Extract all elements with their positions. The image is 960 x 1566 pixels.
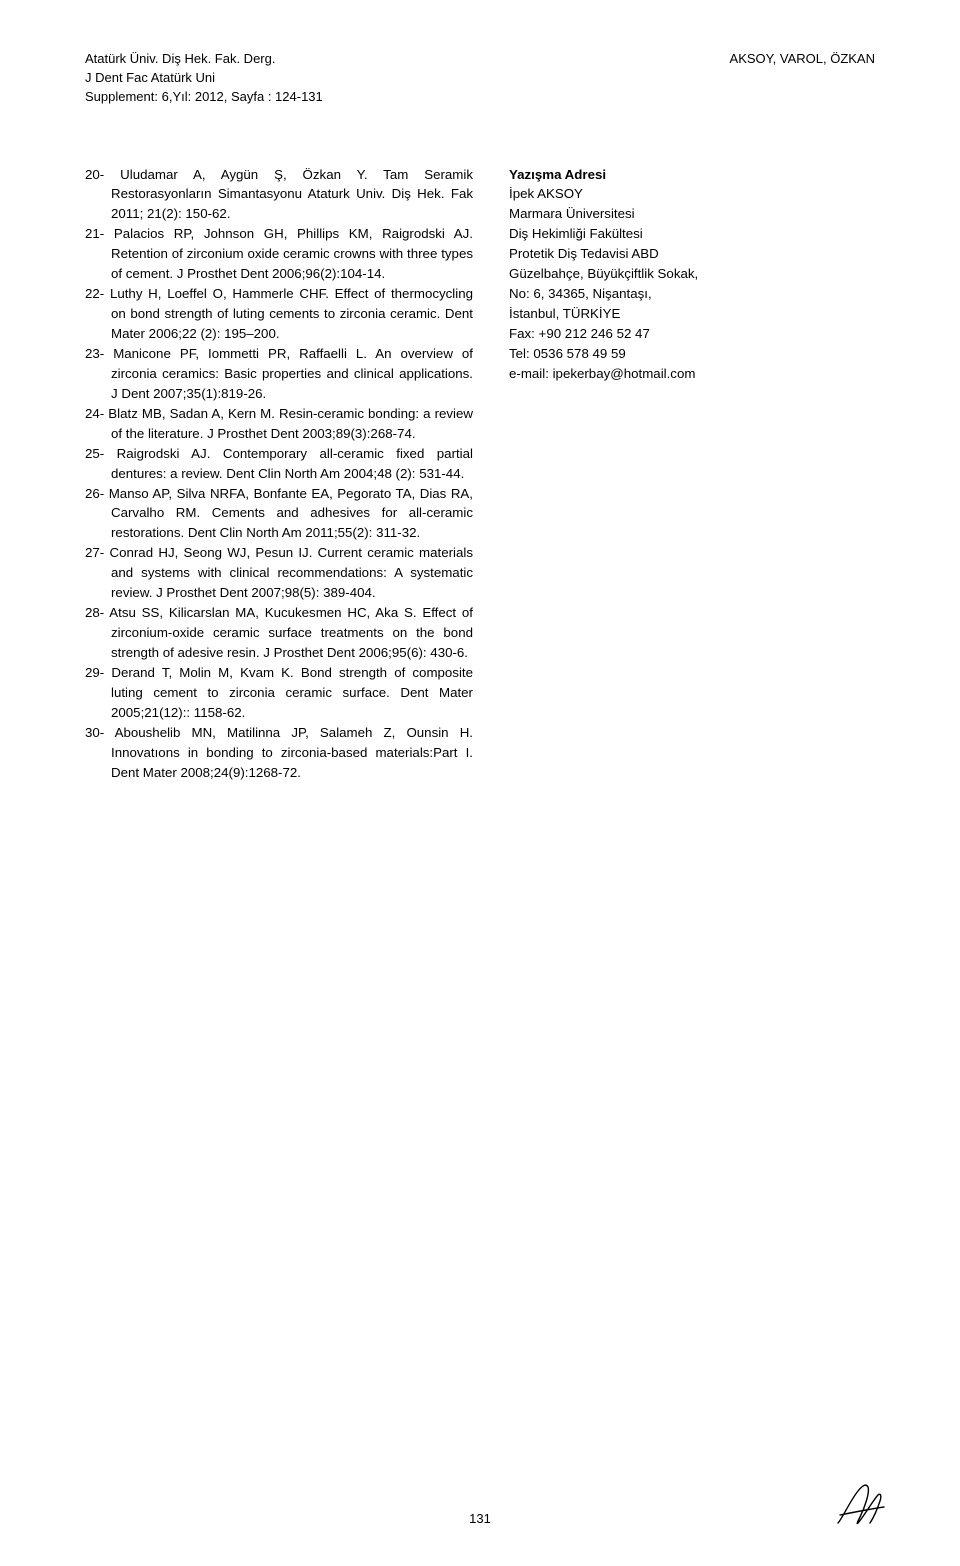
signature-icon [830,1471,890,1531]
correspondence-faculty: Diş Hekimliği Fakültesi [509,224,869,244]
journal-title-tr: Atatürk Üniv. Diş Hek. Fak. Derg. [85,50,323,69]
references-column: 20- Uludamar A, Aygün Ş, Özkan Y. Tam Se… [85,165,473,783]
signature-mark [830,1471,890,1536]
reference-item: 27- Conrad HJ, Seong WJ, Pesun IJ. Curre… [85,543,473,603]
header-authors: AKSOY, VAROL, ÖZKAN [730,50,875,107]
journal-title-en: J Dent Fac Atatürk Uni [85,69,323,88]
reference-item: 20- Uludamar A, Aygün Ş, Özkan Y. Tam Se… [85,165,473,225]
reference-item: 29- Derand T, Molin M, Kvam K. Bond stre… [85,663,473,723]
correspondence-email: e-mail: ipekerbay@hotmail.com [509,364,869,384]
correspondence-city: İstanbul, TÜRKİYE [509,304,869,324]
correspondence-district: No: 6, 34365, Nişantaşı, [509,284,869,304]
reference-item: 25- Raigrodski AJ. Contemporary all-cera… [85,444,473,484]
page-number: 131 [469,1511,491,1526]
issue-info: Supplement: 6,Yıl: 2012, Sayfa : 124-131 [85,88,323,107]
correspondence-fax: Fax: +90 212 246 52 47 [509,324,869,344]
correspondence-tel: Tel: 0536 578 49 59 [509,344,869,364]
reference-item: 28- Atsu SS, Kilicarslan MA, Kucukesmen … [85,603,473,663]
correspondence-department: Protetik Diş Tedavisi ABD [509,244,869,264]
correspondence-street: Güzelbahçe, Büyükçiftlik Sokak, [509,264,869,284]
header-left-block: Atatürk Üniv. Diş Hek. Fak. Derg. J Dent… [85,50,323,107]
reference-item: 23- Manicone PF, Iommetti PR, Raffaelli … [85,344,473,404]
reference-item: 30- Aboushelib MN, Matilinna JP, Salameh… [85,723,473,783]
correspondence-column: Yazışma Adresi İpek AKSOY Marmara Üniver… [509,165,869,783]
reference-item: 21- Palacios RP, Johnson GH, Phillips KM… [85,224,473,284]
reference-item: 22- Luthy H, Loeffel O, Hammerle CHF. Ef… [85,284,473,344]
correspondence-title: Yazışma Adresi [509,165,869,185]
reference-item: 26- Manso AP, Silva NRFA, Bonfante EA, P… [85,484,473,544]
correspondence-university: Marmara Üniversitesi [509,204,869,224]
running-header: Atatürk Üniv. Diş Hek. Fak. Derg. J Dent… [85,50,875,107]
two-column-content: 20- Uludamar A, Aygün Ş, Özkan Y. Tam Se… [85,165,875,783]
correspondence-name: İpek AKSOY [509,184,869,204]
reference-item: 24- Blatz MB, Sadan A, Kern M. Resin-cer… [85,404,473,444]
